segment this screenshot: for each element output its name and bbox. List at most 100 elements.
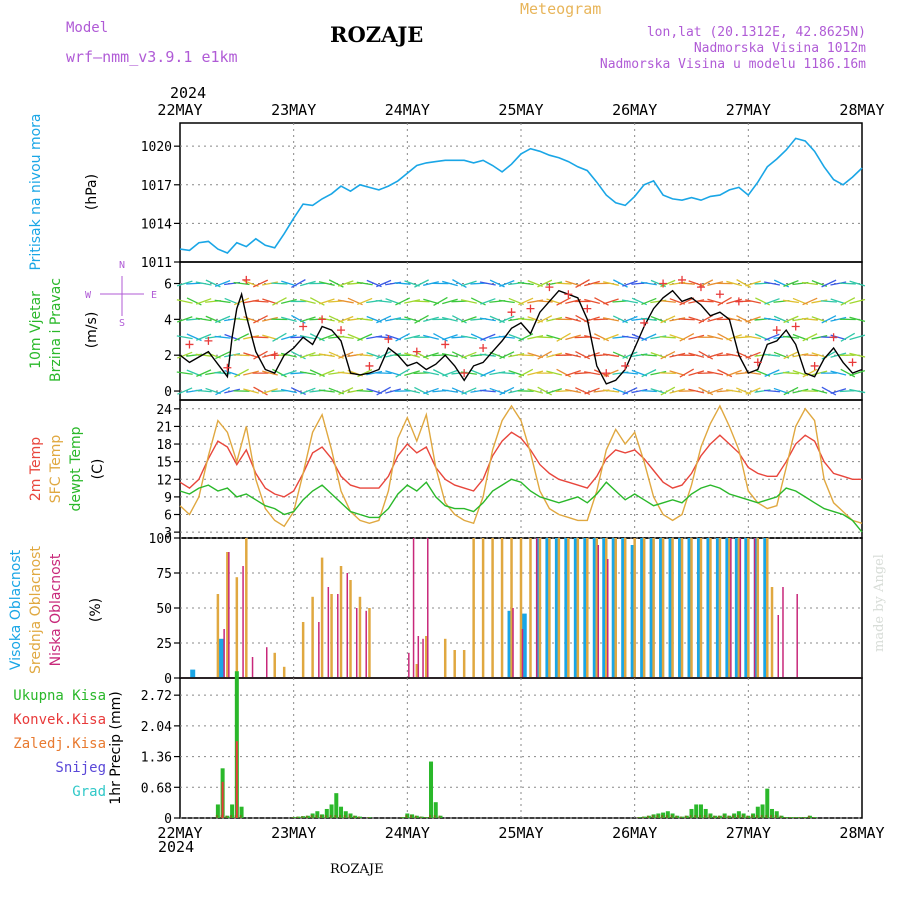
x-tick-label-bottom: 23MAY <box>271 824 316 842</box>
cloud-low-bar <box>355 608 358 678</box>
wind-arrow <box>460 299 477 304</box>
precip-base-mark <box>310 815 313 818</box>
wind-arrow <box>527 370 544 376</box>
wind-arrow <box>253 315 268 324</box>
wind-gust-marker <box>299 322 308 331</box>
wind-arrow <box>546 370 563 376</box>
wind-gust-marker <box>621 361 630 370</box>
wind-arrow <box>423 370 439 376</box>
precip-total-bar <box>230 804 235 818</box>
cloud-low-bar <box>408 652 410 678</box>
wind-gust-marker <box>678 275 687 284</box>
wind-speed-line <box>179 289 863 385</box>
precip-base-mark <box>722 815 725 818</box>
year-label-top: 2024 <box>170 84 207 102</box>
wind-arrow <box>621 335 638 340</box>
wind-arrow <box>697 372 714 375</box>
wind-arrow <box>717 332 733 342</box>
wind-arrow <box>441 353 458 358</box>
precip-base-mark <box>741 815 744 818</box>
x-tick-label-bottom: 22MAY <box>157 824 202 842</box>
wind-arrow <box>565 316 581 323</box>
wind-arrow <box>603 317 619 322</box>
cloud-low-bar <box>753 538 756 678</box>
wind-arrow <box>556 332 571 342</box>
cloud-low-bar <box>521 629 524 678</box>
cloud-high-bar <box>668 538 674 678</box>
precip-base-mark <box>760 815 763 818</box>
precip-base-mark <box>414 815 417 818</box>
precip-base-mark <box>713 815 716 818</box>
temp2m-axis-title: 2m Temp <box>28 437 44 501</box>
wind-arrow <box>479 389 496 393</box>
wind-arrow <box>764 298 780 305</box>
meteogram-title: Meteogram <box>520 0 602 18</box>
wind-gust-marker <box>772 326 781 335</box>
wind-arrow <box>300 351 316 359</box>
precip-total-bar <box>324 808 329 818</box>
precip-total-bar <box>765 788 770 818</box>
wind-arrow <box>215 351 231 360</box>
cloud-high-bar <box>535 538 541 678</box>
wind-arrow <box>764 369 780 377</box>
cloud-mid-bar <box>557 538 561 678</box>
precip-unit: 1hr Precip (mm) <box>108 691 124 804</box>
wind-arrow <box>584 298 600 304</box>
wind-arrow <box>830 316 847 322</box>
wind-arrow <box>518 368 534 378</box>
wind-arrow <box>300 316 316 323</box>
cloud-mid-bar <box>633 538 636 678</box>
wind-arrow <box>698 386 714 396</box>
wind-arrow <box>498 299 515 304</box>
wind-arrow <box>802 297 818 306</box>
precip-base-mark <box>424 817 427 818</box>
precip-base-mark <box>675 815 678 818</box>
wind-arrow <box>413 372 430 375</box>
wind-arrow <box>480 333 496 341</box>
wind-arrow <box>243 388 259 394</box>
wind-arrow <box>621 299 638 304</box>
wind-arrow <box>801 318 818 321</box>
wind-arrow <box>840 368 856 378</box>
temp-unit: (C) <box>90 459 106 480</box>
wind-gust-marker <box>829 333 838 342</box>
cloud-mid-bar <box>491 538 494 678</box>
cloud-high-bar <box>621 538 627 678</box>
wind-arrow <box>801 281 818 286</box>
wind-arrow <box>726 316 743 322</box>
wind-arrow <box>195 389 212 393</box>
wind-arrow <box>736 315 752 324</box>
legend-conv-rain: Konvek.Kisa <box>13 712 106 728</box>
wind-gust-marker <box>640 318 649 327</box>
wind-arrow <box>555 282 572 285</box>
precip-total-bar <box>343 811 348 818</box>
wind-arrow <box>433 332 448 342</box>
wind-arrow <box>584 351 600 359</box>
precip-base-mark <box>329 815 332 818</box>
wind-arrow <box>811 352 828 359</box>
cloud-mid-bar <box>425 636 428 678</box>
wind-arrow <box>451 300 468 303</box>
year-label-bottom: 2024 <box>158 838 195 856</box>
model-label: Model <box>66 20 109 36</box>
wind-arrow <box>499 386 515 396</box>
precip-base-mark <box>301 816 304 818</box>
wind-arrow <box>196 369 212 377</box>
wind-arrow <box>414 279 429 288</box>
wind-arrow <box>224 388 241 394</box>
wind-arrow <box>508 353 525 358</box>
cloud-mid-bar <box>548 538 551 678</box>
x-tick-label-top: 25MAY <box>498 101 543 119</box>
cloud-mid-bar <box>301 622 305 678</box>
precip-total-bar <box>755 806 760 818</box>
wind-arrow <box>280 352 297 358</box>
wind-arrow <box>792 353 809 358</box>
wind-arrow <box>849 334 866 341</box>
wind-arrow <box>546 316 563 322</box>
wind-arrow <box>849 352 866 358</box>
wind-arrow <box>650 388 667 394</box>
wind-arrow <box>640 317 657 321</box>
wind-arrow <box>679 297 695 306</box>
cloud-mid-bar <box>576 538 580 678</box>
precip-base-mark <box>708 815 711 818</box>
